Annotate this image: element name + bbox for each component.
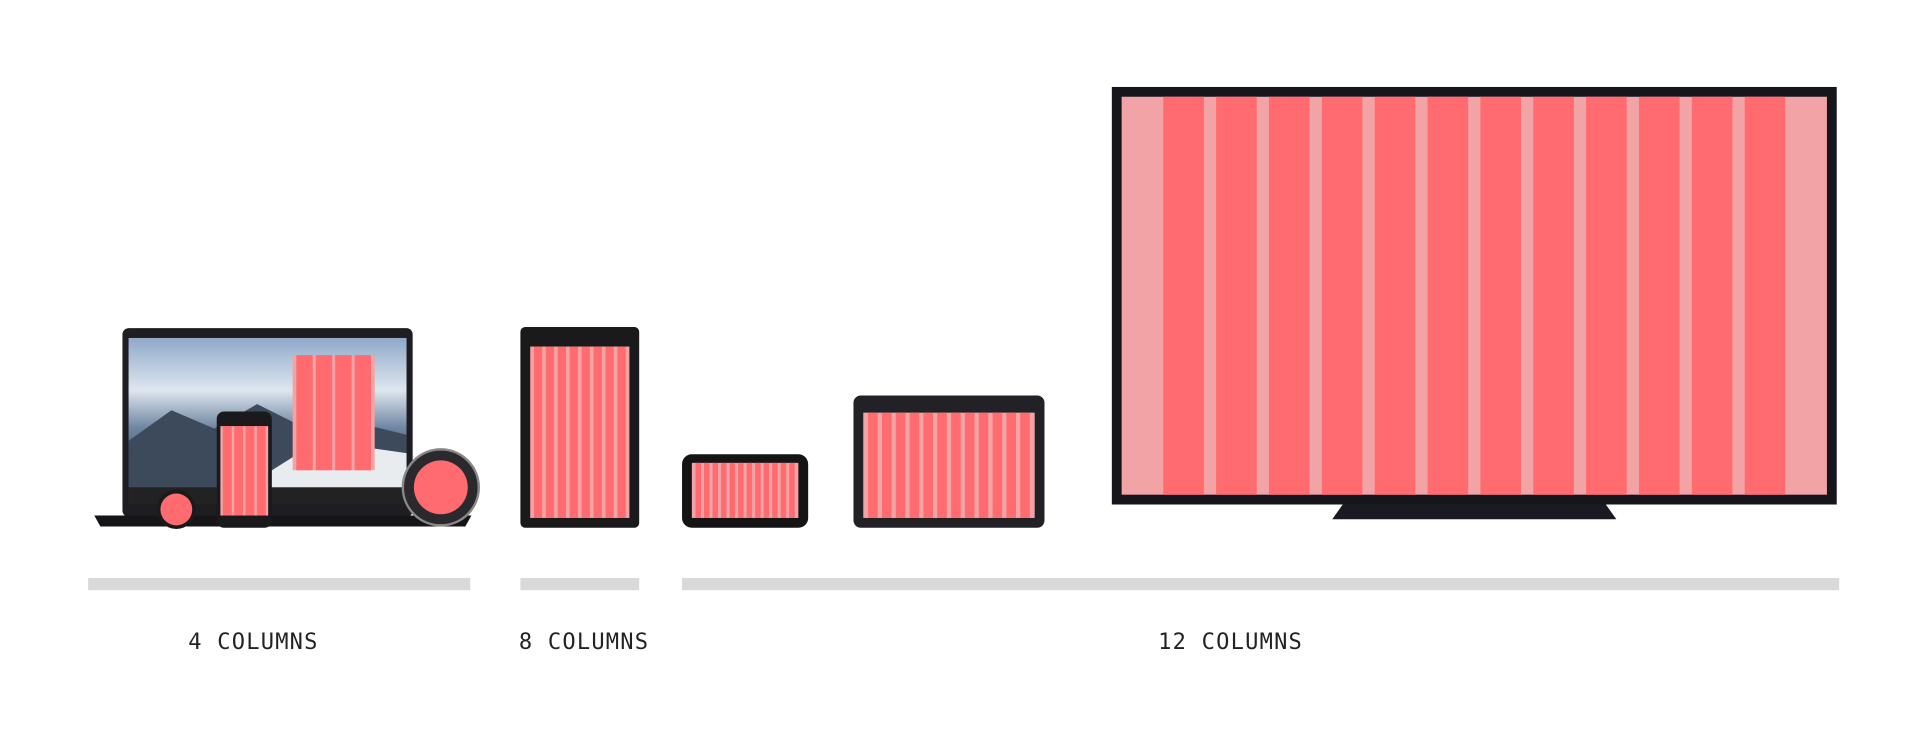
grid-stripe [923, 412, 934, 518]
grid-stripe [1216, 96, 1257, 495]
grid-stripe [789, 462, 795, 518]
grid-stripe [1321, 96, 1363, 495]
grid-stripe [695, 462, 701, 518]
round-screen [160, 493, 193, 526]
grid-stripe [964, 412, 975, 518]
grid-stripe [1163, 96, 1204, 495]
column-label: 4 COLUMNS [188, 630, 318, 655]
grid-stripe [1638, 96, 1680, 495]
grid-stripe [746, 462, 753, 518]
grid-stripe [978, 412, 989, 518]
grid-stripe [772, 462, 778, 518]
grid-stripe [755, 462, 761, 518]
range-bar [520, 577, 640, 591]
grid-stripe [729, 462, 736, 518]
grid-stripe [1268, 96, 1310, 495]
grid-stripe [868, 412, 878, 518]
range-bar [682, 577, 1840, 591]
grid-stripe [533, 346, 543, 518]
round-screen [413, 460, 468, 515]
grid-stripe [738, 462, 744, 518]
grid-stripe [992, 412, 1003, 518]
grid-stripe [315, 355, 333, 471]
grid-stripe [256, 426, 266, 516]
grid-stripe [1020, 412, 1030, 518]
grid-stripe [530, 346, 630, 518]
grid-stripe [296, 355, 313, 471]
grid-stripe [1374, 96, 1416, 495]
grid-stripe [245, 426, 255, 516]
grid-stripe [617, 346, 626, 518]
grid-stripe [951, 412, 961, 518]
grid-stripe [569, 346, 578, 518]
grid-stripe [354, 355, 372, 471]
grid-stripe [1691, 96, 1733, 495]
grid-stripe [1006, 412, 1016, 518]
range-bar [88, 577, 471, 591]
grid-stripe [222, 426, 232, 516]
grid-stripe [1586, 96, 1627, 495]
grid-stripe [335, 355, 352, 471]
grid-stripe [581, 346, 590, 518]
grid-stripe [1744, 96, 1786, 495]
grid-stripe [691, 462, 799, 518]
grid-stripe [763, 462, 770, 518]
grid-stripe [545, 346, 555, 518]
grid-stripe [863, 412, 1035, 518]
grid-stripe [721, 462, 727, 518]
grid-stripe [881, 412, 892, 518]
grid-stripe [780, 462, 787, 518]
grid-stripe [937, 412, 947, 518]
column-label: 8 COLUMNS [519, 630, 649, 655]
column-label: 12 COLUMNS [1158, 630, 1303, 655]
grid-stripe [1480, 96, 1522, 495]
grid-stripe [605, 346, 614, 518]
grid-stripe [593, 346, 602, 518]
grid-stripe [1533, 96, 1574, 495]
grid-stripe [234, 426, 244, 516]
grid-stripe [704, 462, 710, 518]
grid-stripe [895, 412, 906, 518]
grid-stripe [557, 346, 567, 518]
grid-stripe [909, 412, 920, 518]
grid-stripe [1427, 96, 1469, 495]
grid-stripe [712, 462, 719, 518]
